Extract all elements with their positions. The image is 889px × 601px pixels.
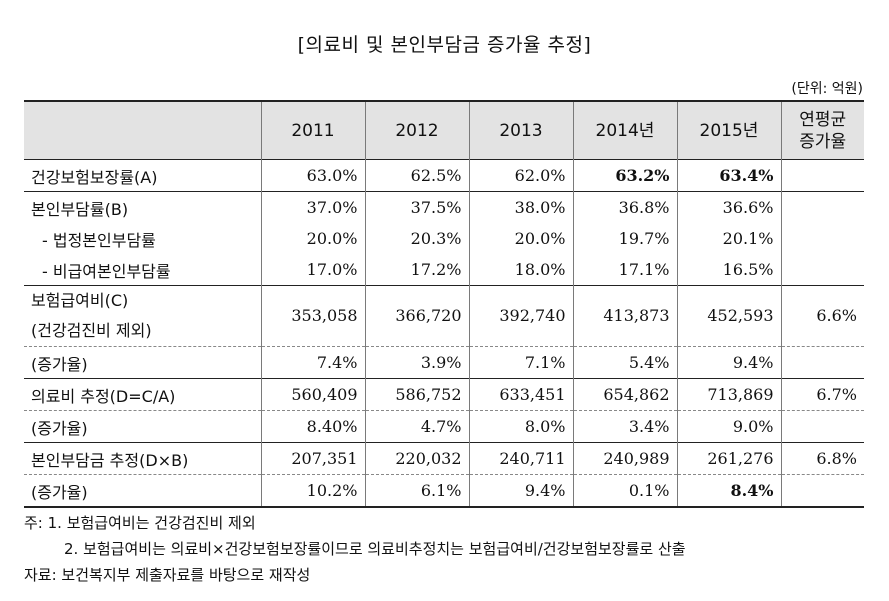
cell: 261,276 (676, 442, 781, 475)
cell: 6.6% (780, 285, 864, 347)
header-cell-blank (24, 101, 261, 160)
cell: 413,873 (572, 285, 677, 347)
cell: 8.0% (468, 410, 573, 443)
cell (780, 254, 864, 286)
cell: 353,058 (260, 285, 365, 347)
table-row: - 법정본인부담률 20.0% 20.3% 20.0% 19.7% 20.1% (24, 223, 864, 254)
cell: 6.1% (364, 474, 469, 508)
cell: 9.4% (676, 346, 781, 379)
cell: 0.1% (572, 474, 677, 508)
row-label: 건강보험보장률(A) (24, 159, 261, 192)
cell: 8.40% (260, 410, 365, 443)
cell: 36.6% (676, 191, 781, 223)
cell: 240,711 (468, 442, 573, 475)
row-label: (증가율) (24, 410, 261, 443)
cell: 20.0% (468, 223, 573, 254)
cell: 713,869 (676, 378, 781, 411)
note-1: 주: 1. 보험급여비는 건강검진비 제외 (24, 514, 256, 532)
cell: 37.0% (260, 191, 365, 223)
table-row: 보험급여비(C) (건강검진비 제외) 353,058 366,720 392,7… (24, 285, 864, 347)
cell: 4.7% (364, 410, 469, 443)
table-row: (증가율) 7.4% 3.9% 7.1% 5.4% 9.4% (24, 346, 864, 379)
row-label-line2: (건강검진비 제외) (31, 321, 152, 340)
cell: 366,720 (364, 285, 469, 347)
row-label: (증가율) (24, 474, 261, 508)
cell: 560,409 (260, 378, 365, 411)
footnotes: 주: 1. 보험급여비는 건강검진비 제외 2. 보험급여비는 의료비×건강보험… (24, 510, 686, 588)
cell (780, 159, 864, 192)
row-label: 본인부담금 추정(D×B) (24, 442, 261, 475)
note-2: 2. 보험급여비는 의료비×건강보험보장률이므로 의료비추정치는 보험급여비/건… (64, 540, 686, 558)
cell: 17.2% (364, 254, 469, 286)
cell: 6.8% (780, 442, 864, 475)
cell: 37.5% (364, 191, 469, 223)
cell: 10.2% (260, 474, 365, 508)
cell: 20.1% (676, 223, 781, 254)
header-cell-2012: 2012 (364, 101, 469, 160)
table-row: 본인부담률(B) 37.0% 37.5% 38.0% 36.8% 36.6% (24, 191, 864, 223)
cell (780, 346, 864, 379)
cell: 9.4% (468, 474, 573, 508)
row-label: 의료비 추정(D=C/A) (24, 378, 261, 411)
cell: 20.3% (364, 223, 469, 254)
table-row: 본인부담금 추정(D×B) 207,351 220,032 240,711 24… (24, 442, 864, 475)
cell: 20.0% (260, 223, 365, 254)
cell: 63.2% (572, 159, 677, 192)
cell: 654,862 (572, 378, 677, 411)
row-label: 보험급여비(C) (건강검진비 제외) (24, 285, 261, 347)
row-label: 본인부담률(B) (24, 191, 261, 223)
unit-label: (단위: 억원) (791, 81, 863, 97)
row-label-line1: 보험급여비(C) (31, 291, 129, 310)
cell: 63.0% (260, 159, 365, 192)
row-label: - 비급여본인부담률 (42, 261, 171, 281)
cell: 3.9% (364, 346, 469, 379)
cell: 586,752 (364, 378, 469, 411)
table-row: 건강보험보장률(A) 63.0% 62.5% 62.0% 63.2% 63.4% (24, 159, 864, 192)
cell: 18.0% (468, 254, 573, 286)
cell (780, 410, 864, 443)
cell: 62.0% (468, 159, 573, 192)
cell: 392,740 (468, 285, 573, 347)
cell: 62.5% (364, 159, 469, 192)
cell: 207,351 (260, 442, 365, 475)
cell: 38.0% (468, 191, 573, 223)
cell: 16.5% (676, 254, 781, 286)
table-title: [의료비 및 본인부담금 증가율 추정] (297, 34, 592, 56)
cell: 240,989 (572, 442, 677, 475)
cell: 19.7% (572, 223, 677, 254)
cell: 36.8% (572, 191, 677, 223)
header-cell-2014: 2014년 (572, 101, 677, 160)
table-row: 의료비 추정(D=C/A) 560,409 586,752 633,451 65… (24, 378, 864, 411)
cell: 7.4% (260, 346, 365, 379)
cell (780, 191, 864, 223)
source-note: 자료: 보건복지부 제출자료를 바탕으로 재작성 (24, 566, 311, 584)
cell (780, 474, 864, 508)
cell: 17.1% (572, 254, 677, 286)
header-cell-2015: 2015년 (676, 101, 781, 160)
cell: 17.0% (260, 254, 365, 286)
cell: 9.0% (676, 410, 781, 443)
header-cell-2011: 2011 (260, 101, 365, 160)
header-row: 2011 2012 2013 2014년 2015년 연평균 증가율 (24, 101, 864, 160)
cell (780, 223, 864, 254)
cell: 633,451 (468, 378, 573, 411)
row-label: - 법정본인부담률 (42, 230, 156, 250)
cell: 7.1% (468, 346, 573, 379)
cell: 8.4% (676, 474, 781, 508)
header-cell-cagr: 연평균 증가율 (780, 101, 864, 160)
table-row: (증가율) 8.40% 4.7% 8.0% 3.4% 9.0% (24, 410, 864, 443)
cell: 5.4% (572, 346, 677, 379)
cell: 6.7% (780, 378, 864, 411)
row-label: (증가율) (24, 346, 261, 379)
cell: 220,032 (364, 442, 469, 475)
cell: 452,593 (676, 285, 781, 347)
cell: 63.4% (676, 159, 781, 192)
data-table: 2011 2012 2013 2014년 2015년 연평균 증가율 건강보험보… (24, 100, 864, 508)
header-cell-2013: 2013 (468, 101, 573, 160)
table-row: - 비급여본인부담률 17.0% 17.2% 18.0% 17.1% 16.5% (24, 254, 864, 286)
table-row: (증가율) 10.2% 6.1% 9.4% 0.1% 8.4% (24, 474, 864, 508)
cell: 3.4% (572, 410, 677, 443)
